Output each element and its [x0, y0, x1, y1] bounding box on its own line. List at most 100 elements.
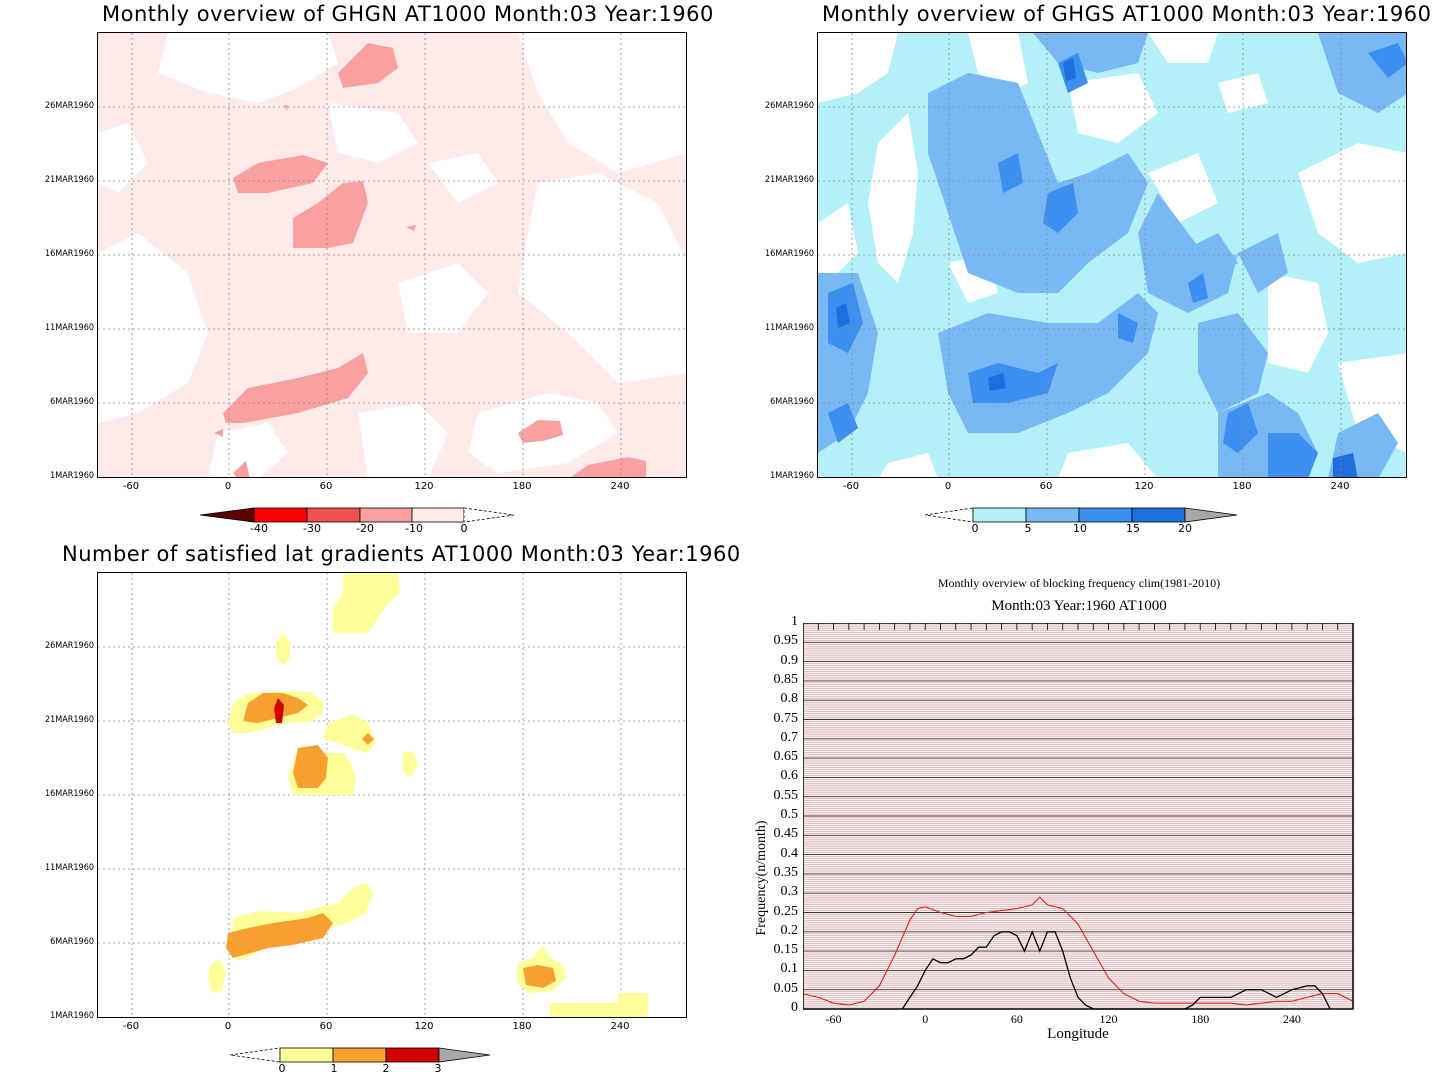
ghgs-cbar-label: 15	[1126, 522, 1140, 535]
ghgs-ytick: 21MAR1960	[764, 175, 814, 185]
ghgn-ytick: 1MAR1960	[50, 471, 94, 481]
grad-title: Number of satisfied lat gradients AT1000…	[62, 542, 741, 566]
ghgn-white-areas	[98, 33, 686, 477]
grad-ytick: 6MAR1960	[50, 937, 94, 947]
grad-ytick: 21MAR1960	[44, 715, 94, 725]
ghgs-cbar-label: 20	[1178, 522, 1192, 535]
grad-ytick: 16MAR1960	[44, 789, 94, 799]
ghgn-cbar-label: -30	[303, 522, 321, 535]
ghgs-xtick: 180	[1232, 481, 1252, 492]
ghgs-ytick: 26MAR1960	[764, 101, 814, 111]
ghgs-cbar-label: 0	[971, 522, 979, 535]
freq-subtitle: Month:03 Year:1960 AT1000	[991, 598, 1167, 614]
grad-cbar-label: 1	[330, 1062, 338, 1075]
freq-xtick: 0	[922, 1012, 929, 1026]
freq-ytick: 0.5	[780, 807, 799, 822]
grad-map	[98, 573, 686, 1017]
grad-ytick: 26MAR1960	[44, 641, 94, 651]
freq-xtick: 180	[1191, 1012, 1210, 1026]
ghgn-cbar-label: 0	[460, 522, 468, 535]
ghgs-ytick: 6MAR1960	[770, 397, 814, 407]
freq-ytick: 0.05	[773, 980, 799, 996]
grad-xtick: 180	[512, 1021, 532, 1032]
freq-xtick: 240	[1282, 1012, 1301, 1026]
ghgn-xtick: 120	[414, 481, 434, 492]
ghgn-xtick: 240	[610, 481, 630, 492]
ghgn-ytick: 26MAR1960	[44, 101, 94, 111]
freq-ytick: 0.35	[773, 864, 799, 880]
ghgn-cbar-label: -40	[250, 522, 268, 535]
freq-ytick: 0	[791, 1000, 798, 1015]
freq-hatch-lines	[803, 623, 1353, 1010]
freq-ytick: 0.45	[773, 826, 799, 842]
ghgn-ytick: 21MAR1960	[44, 175, 94, 185]
ghgn-plot-area	[97, 32, 687, 478]
ghgs-colorbar: 0 5 10 15 20	[924, 507, 1245, 542]
ghgs-cbar-label: 10	[1073, 522, 1087, 535]
ghgn-colorbar: -40 -30 -20 -10 0	[199, 507, 520, 542]
grad-ytick: 11MAR1960	[44, 863, 94, 873]
ghgn-grid	[98, 33, 686, 477]
series-red-line	[803, 896, 1354, 1006]
ghgs-level-15	[836, 58, 1358, 477]
freq-ytick: 0.65	[773, 749, 799, 765]
ghgn-cbar-label: -20	[356, 522, 374, 535]
ghgn-xtick: -60	[122, 481, 140, 492]
ghgs-white-areas	[818, 33, 1406, 477]
freq-ytick: 0.85	[773, 671, 799, 687]
ghgn-title: Monthly overview of GHGN AT1000 Month:03…	[102, 2, 714, 26]
freq-ytick: 0.95	[773, 633, 799, 649]
freq-ytick: 0.25	[773, 903, 799, 919]
ghgs-cbar-label: 5	[1024, 522, 1032, 535]
ghgs-title: Monthly overview of GHGS AT1000 Month:03…	[822, 2, 1432, 26]
ghgs-level-10	[828, 43, 1406, 477]
ghgn-ytick: 16MAR1960	[44, 249, 94, 259]
grad-cbar-label: 3	[434, 1062, 442, 1075]
freq-top-ticks	[803, 623, 1354, 630]
ghgs-xtick: 0	[944, 481, 952, 492]
grad-xtick: 120	[414, 1021, 434, 1032]
freq-ytick: 1	[791, 614, 798, 629]
series-black-line	[901, 930, 1331, 1010]
ghgn-xtick: 180	[512, 481, 532, 492]
freq-ytick: 0.9	[780, 652, 799, 668]
freq-ytick: 0.3	[780, 884, 799, 900]
ghgs-ytick: 16MAR1960	[764, 249, 814, 259]
grad-plot-area	[97, 572, 687, 1018]
ghgn-cbar-label: -10	[405, 522, 423, 535]
freq-ytick: 0.8	[780, 691, 799, 707]
grad-cbar-label: 2	[382, 1062, 390, 1075]
ghgs-grid	[818, 33, 1406, 477]
freq-ytick: 0.4	[780, 845, 799, 861]
grad-level-1	[226, 693, 556, 988]
freq-xlabel: Longitude	[1047, 1026, 1109, 1042]
freq-ytick: 0.75	[773, 710, 799, 726]
grad-level-2	[274, 698, 284, 723]
ghgn-xtick: 60	[319, 481, 333, 492]
freq-panel: Monthly overview of blocking frequency c…	[740, 570, 1420, 1050]
freq-title: Monthly overview of blocking frequency c…	[937, 576, 1221, 590]
freq-ytick: 0.1	[780, 961, 799, 977]
ghgn-ytick: 6MAR1960	[50, 397, 94, 407]
grad-cbar-label: 0	[278, 1062, 286, 1075]
freq-ytick: 0.2	[780, 922, 799, 938]
grad-xtick: 60	[319, 1021, 333, 1032]
ghgs-xtick: -60	[842, 481, 860, 492]
freq-xtick: -60	[825, 1012, 842, 1026]
ghgn-ytick: 11MAR1960	[44, 323, 94, 333]
freq-ytick: 0.6	[780, 768, 799, 784]
freq-xtick: 120	[1099, 1012, 1118, 1026]
ghgs-xtick: 120	[1134, 481, 1154, 492]
ghgn-level-10	[214, 43, 646, 477]
grad-xtick: 240	[610, 1021, 630, 1032]
ghgn-map	[98, 33, 686, 477]
freq-xtick: 60	[1010, 1012, 1023, 1026]
freq-plot	[803, 623, 1355, 1010]
grad-colorbar: 0 1 2 3	[229, 1047, 500, 1082]
ghgs-xtick: 60	[1039, 481, 1053, 492]
freq-ytick: 0.7	[780, 729, 799, 745]
ghgs-ytick: 11MAR1960	[764, 323, 814, 333]
ghgs-map	[818, 33, 1406, 477]
ghgs-xtick: 240	[1330, 481, 1350, 492]
grad-xtick: 0	[224, 1021, 232, 1032]
